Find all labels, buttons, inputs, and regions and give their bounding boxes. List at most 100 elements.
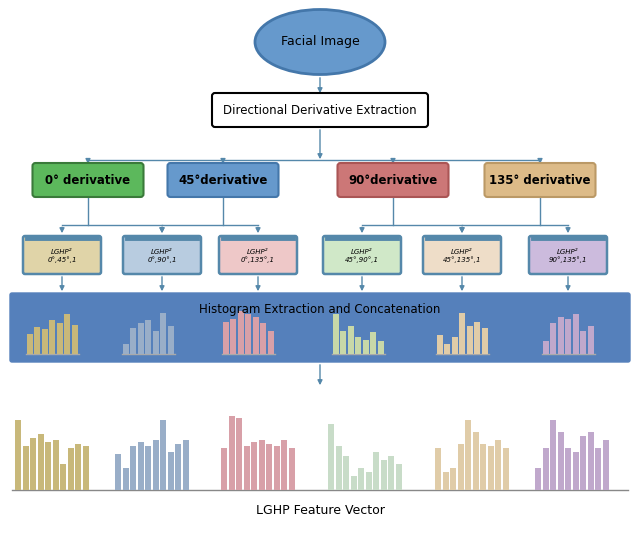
Bar <box>237 311 243 354</box>
Bar <box>340 331 346 354</box>
Bar <box>543 341 548 354</box>
Text: Facial Image: Facial Image <box>280 35 360 48</box>
Bar <box>480 443 486 490</box>
Bar <box>378 341 383 354</box>
FancyBboxPatch shape <box>484 163 595 197</box>
Bar <box>595 448 601 490</box>
Bar <box>115 454 121 490</box>
Bar <box>348 326 353 354</box>
Bar <box>175 443 181 490</box>
Bar <box>388 456 394 490</box>
FancyBboxPatch shape <box>529 236 607 274</box>
Bar <box>474 321 480 354</box>
Bar <box>588 433 594 490</box>
Text: 135° derivative: 135° derivative <box>489 173 591 186</box>
Bar <box>230 319 236 354</box>
Bar <box>355 337 361 354</box>
Bar <box>160 420 166 490</box>
Bar <box>52 441 59 490</box>
Bar <box>550 324 556 354</box>
Bar <box>550 420 556 490</box>
Bar <box>573 451 579 490</box>
Bar <box>281 441 287 490</box>
Text: LGHP²
0°,90°,1: LGHP² 0°,90°,1 <box>147 249 177 263</box>
Bar <box>244 446 250 490</box>
Text: Directional Derivative Extraction: Directional Derivative Extraction <box>223 104 417 117</box>
Bar <box>481 328 488 354</box>
FancyBboxPatch shape <box>10 293 630 362</box>
Bar <box>168 451 173 490</box>
Bar <box>49 320 55 354</box>
Bar <box>328 424 334 490</box>
Bar <box>573 314 579 354</box>
Bar <box>333 314 339 354</box>
Bar <box>565 319 571 354</box>
Bar <box>259 441 265 490</box>
Bar <box>557 433 564 490</box>
FancyBboxPatch shape <box>212 93 428 127</box>
Bar <box>64 313 70 354</box>
Bar <box>451 337 458 354</box>
Bar <box>253 317 259 354</box>
Text: 90°derivative: 90°derivative <box>348 173 438 186</box>
Text: 45°derivative: 45°derivative <box>179 173 268 186</box>
Bar <box>580 436 586 490</box>
Bar <box>122 344 129 354</box>
Bar <box>131 446 136 490</box>
FancyBboxPatch shape <box>123 236 201 274</box>
Bar <box>152 331 159 354</box>
Bar <box>145 446 151 490</box>
Text: LGHP²
90°,135°,1: LGHP² 90°,135°,1 <box>548 249 588 263</box>
Bar <box>83 446 89 490</box>
Bar <box>467 326 472 354</box>
Bar <box>289 448 295 490</box>
Bar <box>60 464 67 490</box>
Bar <box>160 313 166 354</box>
FancyBboxPatch shape <box>219 236 297 274</box>
Bar <box>503 448 509 490</box>
Bar <box>362 340 369 354</box>
Bar <box>543 448 548 490</box>
Bar <box>260 324 266 354</box>
Bar <box>435 448 441 490</box>
Bar <box>488 446 493 490</box>
Text: LGHP²
45°,90°,1: LGHP² 45°,90°,1 <box>345 249 379 263</box>
Bar <box>436 335 442 354</box>
Bar <box>459 313 465 354</box>
Bar <box>168 326 173 354</box>
Bar <box>183 441 189 490</box>
FancyBboxPatch shape <box>323 236 401 274</box>
Text: 0° derivative: 0° derivative <box>45 173 131 186</box>
Bar <box>38 434 44 490</box>
Bar <box>266 443 272 490</box>
FancyBboxPatch shape <box>337 163 449 197</box>
Text: Histogram Extraction and Concatenation: Histogram Extraction and Concatenation <box>199 303 441 316</box>
Bar <box>68 448 74 490</box>
Bar <box>603 441 609 490</box>
Bar <box>153 441 159 490</box>
Bar <box>252 442 257 490</box>
Bar <box>15 420 21 490</box>
Bar <box>381 460 387 490</box>
Bar <box>72 325 77 354</box>
Bar <box>236 418 243 490</box>
Bar <box>130 328 136 354</box>
Bar <box>30 438 36 490</box>
FancyBboxPatch shape <box>33 163 143 197</box>
Bar <box>351 475 356 490</box>
Bar <box>138 324 143 354</box>
Bar <box>336 446 342 490</box>
Bar <box>26 334 33 354</box>
Ellipse shape <box>255 10 385 74</box>
Bar <box>343 456 349 490</box>
Bar <box>228 416 235 490</box>
Bar <box>473 433 479 490</box>
Bar <box>145 320 151 354</box>
Bar <box>580 331 586 354</box>
Text: LGHP²
45°,135°,1: LGHP² 45°,135°,1 <box>443 249 481 263</box>
Bar <box>458 443 464 490</box>
Bar <box>76 443 81 490</box>
Bar <box>56 322 63 354</box>
Bar <box>34 327 40 354</box>
Bar <box>245 314 251 354</box>
